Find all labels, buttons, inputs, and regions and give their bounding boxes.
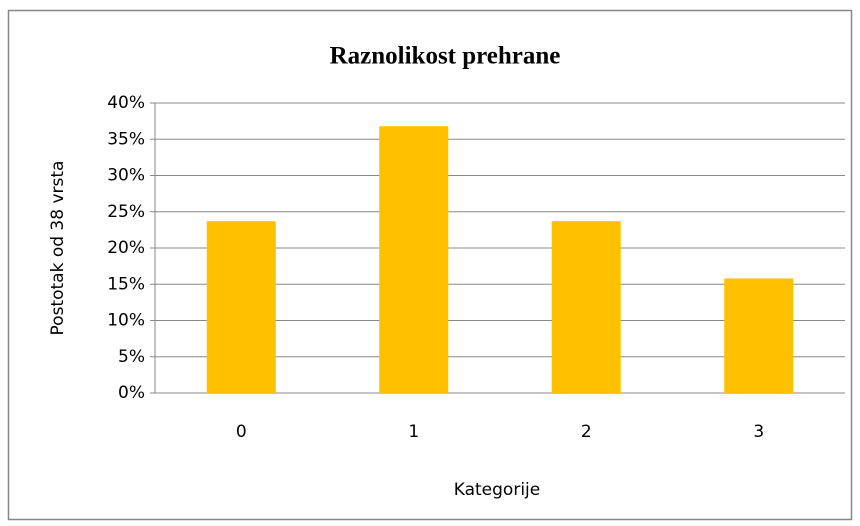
y-tick-label: 0% xyxy=(118,383,145,403)
y-tick-label: 25% xyxy=(107,202,145,222)
bar xyxy=(551,221,621,393)
y-axis-label: Postotak od 38 vrsta xyxy=(48,161,68,336)
x-tick-label: 1 xyxy=(408,422,419,442)
x-tick-label: 3 xyxy=(753,422,764,442)
y-tick-label: 10% xyxy=(107,311,145,331)
x-axis-label: Kategorije xyxy=(454,480,540,500)
bar xyxy=(206,221,276,393)
bar xyxy=(724,278,794,393)
y-tick-label: 20% xyxy=(107,238,145,258)
x-tick-label: 2 xyxy=(581,422,592,442)
bar xyxy=(379,126,449,393)
y-tick-label: 15% xyxy=(107,274,145,294)
y-tick-label: 40% xyxy=(107,93,145,113)
chart-title: Raznolikost prehrane xyxy=(330,43,561,70)
x-tick-label: 0 xyxy=(236,422,247,442)
y-tick-label: 5% xyxy=(118,347,145,367)
y-tick-label: 30% xyxy=(107,166,145,186)
y-tick-label: 35% xyxy=(107,129,145,149)
